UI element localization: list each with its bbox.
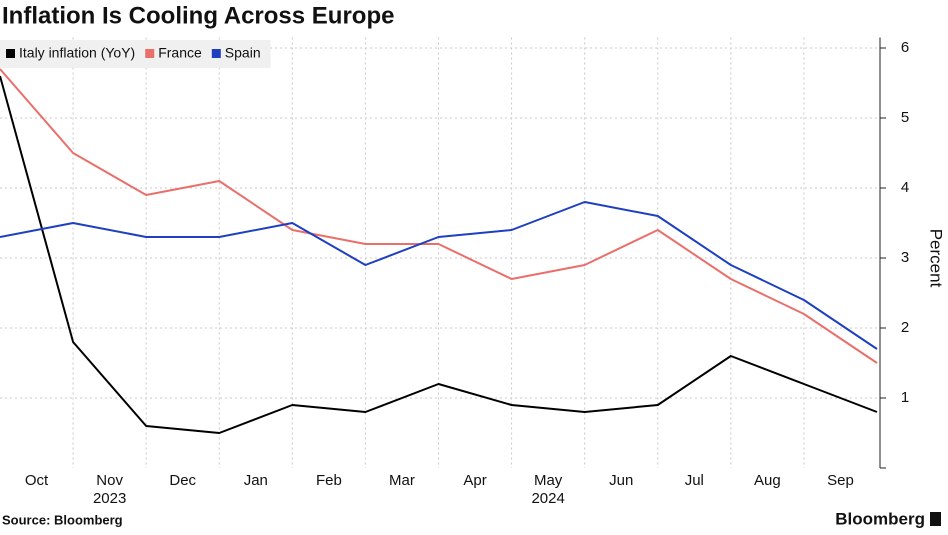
x-year-label: 2024 — [531, 490, 564, 507]
y-tick-label: 3 — [901, 249, 909, 266]
legend-swatch — [145, 49, 155, 58]
legend-label: Spain — [225, 45, 261, 61]
legend-label: Italy inflation (YoY) — [19, 45, 135, 61]
chart-title: Inflation Is Cooling Across Europe — [2, 2, 394, 29]
y-tick-label: 2 — [901, 319, 909, 336]
x-tick-label: Dec — [169, 472, 196, 489]
source: Source: Bloomberg — [2, 512, 123, 527]
legend: Italy inflation (YoY) France Spain — [0, 40, 271, 68]
x-tick-label: Jan — [244, 472, 268, 489]
legend-background — [0, 40, 271, 68]
series-line — [0, 68, 878, 364]
x-tick-label: Jul — [685, 472, 704, 489]
x-tick-label: Apr — [463, 472, 486, 489]
series-line — [0, 201, 878, 350]
legend-label: France — [158, 45, 202, 61]
x-tick-label: Jun — [609, 472, 633, 489]
x-tick-label: Feb — [316, 472, 342, 489]
y-axis-label: Percent — [927, 229, 946, 288]
series-line — [0, 75, 878, 434]
x-tick-label: May — [534, 472, 563, 489]
y-tick-label: 1 — [901, 389, 909, 406]
legend-swatch — [6, 49, 15, 58]
x-tick-label: Mar — [389, 472, 415, 489]
x-year-label: 2023 — [93, 490, 126, 507]
brand: Bloomberg — [835, 509, 925, 528]
x-tick-label: Nov — [96, 472, 123, 489]
x-tick-label: Oct — [25, 472, 49, 489]
x-tick-label: Sep — [827, 472, 854, 489]
legend-swatch — [211, 49, 221, 58]
y-tick-label: 4 — [901, 179, 909, 196]
brand-icon — [930, 512, 941, 526]
x-tick-label: Aug — [754, 472, 781, 489]
y-tick-label: 6 — [901, 39, 909, 56]
plot-area — [0, 68, 878, 434]
y-tick-label: 5 — [901, 109, 909, 126]
